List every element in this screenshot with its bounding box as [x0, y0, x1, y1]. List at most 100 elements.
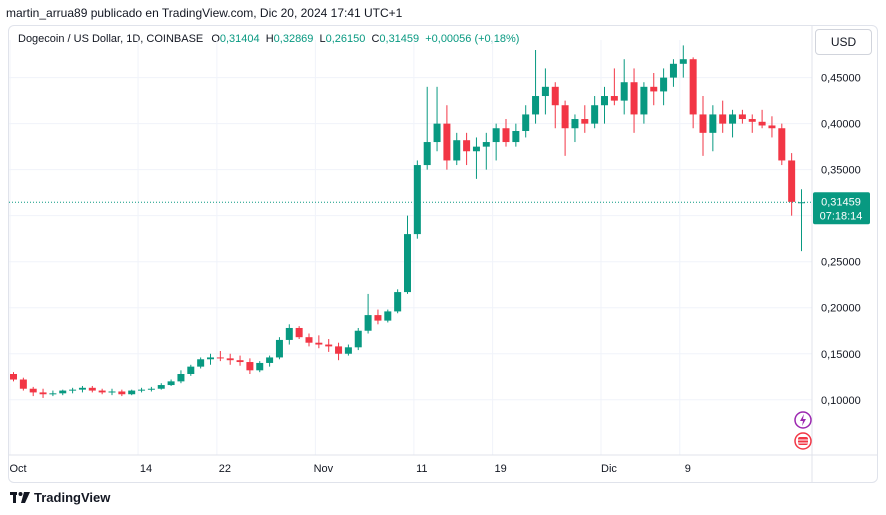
change-value: +0,00056 (+0,18%) [425, 33, 520, 45]
candle-body [29, 388, 37, 393]
candle-body [788, 160, 796, 202]
candle-body [305, 337, 313, 343]
x-tick-label: Oct [9, 463, 26, 475]
candle-body [620, 82, 628, 101]
high-label: H [265, 33, 274, 45]
lightning-bolt-icon [800, 414, 806, 426]
candle-body [236, 360, 244, 363]
candle-body [98, 390, 106, 393]
candle-body [709, 114, 717, 133]
candle-body [295, 327, 303, 338]
chart-frame [8, 25, 878, 483]
candle-body [472, 146, 480, 152]
symbol-legend: Dogecoin / US Dollar, 1D, COINBASE O0,31… [18, 33, 519, 45]
candle-body [226, 358, 234, 361]
flag-icon [798, 437, 808, 445]
candle-body [118, 391, 126, 395]
countdown-label: 07:18:14 [820, 210, 863, 222]
candle-body [660, 77, 668, 92]
candle-body [738, 114, 746, 120]
publisher-line: martin_arrua89 publicado en TradingView.… [6, 6, 403, 20]
candle-body [157, 385, 165, 389]
candle-body [591, 105, 599, 124]
candle-body [59, 390, 67, 394]
x-tick-label: 14 [140, 463, 152, 475]
x-tick-label: Dic [601, 463, 617, 475]
candle-body [689, 59, 697, 115]
candle-body [354, 330, 362, 348]
candle-body [285, 327, 293, 340]
candle-body [187, 366, 195, 374]
candle-body [679, 59, 687, 64]
candle-body [266, 357, 274, 363]
candle-body [374, 315, 382, 321]
candle-body [147, 388, 155, 390]
candle-body [729, 114, 737, 124]
candle-body [748, 119, 756, 122]
close-value: 0,31459 [379, 33, 420, 45]
candle-body [640, 86, 648, 115]
x-tick-label: 19 [495, 463, 507, 475]
candle-body [335, 346, 343, 354]
candle-body [768, 125, 776, 129]
open-label: O [211, 33, 220, 45]
candle-body [108, 391, 116, 393]
low-label: L [319, 33, 326, 45]
close-label: C [371, 33, 380, 45]
y-tick-label: 0,15000 [821, 349, 861, 361]
candle-body [541, 86, 549, 97]
candle-body [138, 389, 146, 391]
candle-body [443, 123, 451, 161]
candle-body [39, 392, 47, 395]
candle-body [463, 140, 471, 152]
candle-body [167, 381, 175, 386]
candle-body [246, 362, 254, 371]
candle-body [275, 339, 283, 358]
open-value: 0,31404 [219, 33, 260, 45]
tradingview-logo[interactable]: TradingView [10, 490, 110, 505]
candle-body [256, 362, 264, 371]
candle-body [502, 128, 510, 143]
candle-body [423, 142, 431, 166]
symbol-name: Dogecoin / US Dollar, 1D, COINBASE [18, 33, 204, 45]
candle-body [492, 128, 500, 143]
candle-body [630, 82, 638, 115]
candle-body [433, 123, 441, 143]
last-price-tag [813, 192, 870, 225]
x-tick-label: Nov [314, 463, 334, 475]
x-tick-label: 11 [416, 463, 427, 475]
candle-body [49, 393, 57, 395]
candle-body [325, 344, 333, 347]
candle-body [719, 114, 727, 124]
candle-body [650, 86, 658, 92]
candle-body [571, 119, 579, 129]
candle-body [610, 96, 618, 101]
currency-button[interactable]: USD [815, 29, 872, 55]
tradingview-brand: TradingView [34, 490, 111, 505]
candle-body [344, 347, 352, 354]
candle-body [10, 374, 17, 380]
candle-body [207, 357, 214, 360]
candle-body [69, 389, 77, 391]
candle-body [551, 86, 559, 106]
candle-body [669, 63, 677, 78]
candle-body [522, 114, 530, 131]
x-tick-label: 9 [685, 463, 691, 475]
candle-body [778, 128, 786, 161]
y-tick-label: 0,40000 [821, 119, 861, 131]
tradingview-logo-icon [10, 491, 30, 503]
low-value: 0,26150 [325, 33, 366, 45]
candle-body [482, 142, 490, 147]
y-tick-label: 0,20000 [821, 303, 861, 315]
candle-body [197, 359, 205, 367]
candle-body [758, 121, 766, 126]
candle-body [561, 105, 569, 129]
y-tick-label: 0,25000 [821, 257, 861, 269]
candle-body [384, 311, 392, 321]
y-tick-label: 0,45000 [821, 73, 861, 85]
candle-body [453, 140, 461, 161]
last-price-label: 0,31459 [821, 196, 861, 208]
candle-body [581, 119, 589, 124]
candle-body [699, 114, 707, 133]
